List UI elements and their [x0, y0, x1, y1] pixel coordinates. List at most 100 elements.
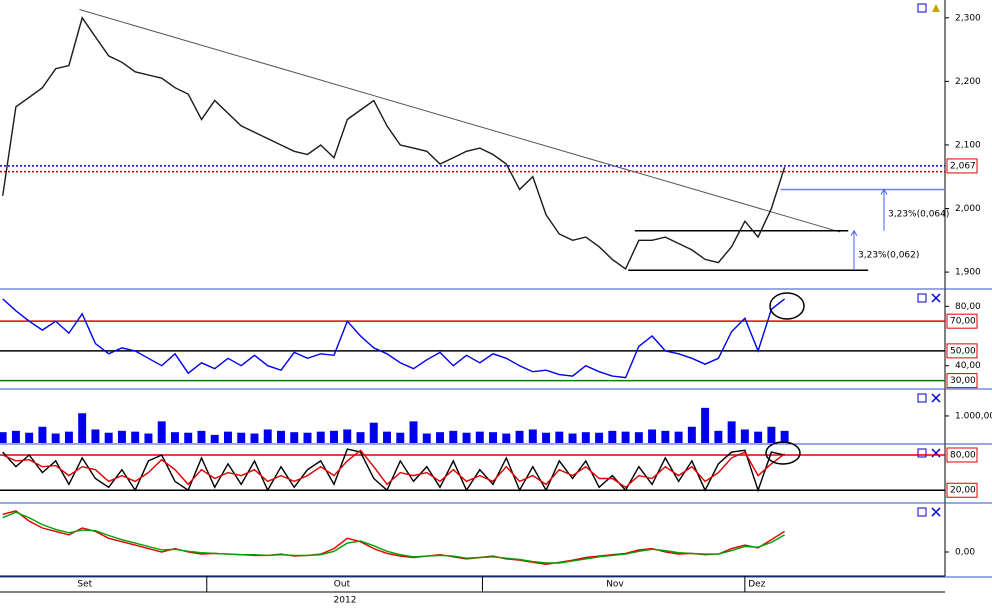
bar — [117, 430, 126, 443]
bar — [25, 432, 34, 443]
panel-button[interactable] — [917, 507, 927, 517]
level-label: 2,067 — [950, 161, 976, 171]
bar — [51, 433, 60, 443]
bar — [396, 432, 405, 443]
bar — [303, 432, 312, 443]
x-tick-label: Dez — [748, 580, 765, 590]
bar — [780, 430, 789, 443]
bar — [674, 431, 683, 443]
panel-button[interactable] — [917, 448, 927, 458]
bar — [11, 430, 20, 443]
bar — [555, 431, 564, 443]
bar — [436, 432, 445, 443]
bar — [170, 432, 179, 443]
panel-close[interactable] — [931, 507, 941, 517]
level-label-box — [946, 373, 978, 389]
bar — [767, 426, 776, 443]
bar — [608, 430, 617, 443]
bar — [210, 434, 219, 443]
highlight-circle — [769, 292, 805, 320]
level-label: 70,00 — [950, 317, 976, 327]
bar — [740, 429, 749, 443]
bar — [409, 421, 418, 443]
annotation: 3,23%(0,064) — [888, 210, 949, 220]
series-line — [2, 16, 786, 270]
bar — [277, 430, 285, 443]
panel-button[interactable] — [917, 393, 927, 403]
bar — [568, 433, 577, 443]
y-tick-label: 0,00 — [955, 548, 975, 558]
bar — [595, 432, 604, 443]
bar — [581, 432, 590, 443]
panel-close[interactable] — [931, 393, 941, 403]
y-tick-label: 2,100 — [955, 140, 981, 150]
series-line — [2, 511, 785, 564]
x-tick-label: Nov — [606, 580, 624, 590]
bar — [38, 426, 47, 443]
level-label: 20,00 — [950, 486, 976, 496]
bar — [197, 430, 206, 443]
series-line — [2, 449, 786, 489]
bar — [462, 432, 471, 443]
bar — [290, 432, 299, 443]
bar — [648, 429, 657, 443]
bar — [223, 431, 232, 443]
x-tick-label: Set — [77, 580, 92, 590]
bar — [184, 432, 193, 443]
level-label: 80,00 — [950, 450, 976, 460]
y-tick-label: 80,00 — [955, 302, 981, 312]
panel-button[interactable] — [917, 3, 927, 13]
panel-close[interactable] — [931, 293, 941, 303]
bar — [528, 429, 537, 443]
bar — [634, 432, 643, 443]
bar — [475, 431, 484, 443]
bar — [343, 429, 352, 443]
panel-button[interactable] — [917, 293, 927, 303]
annotation: 3,23%(0,062) — [858, 251, 919, 261]
annotation-arrow — [850, 229, 858, 271]
bar — [144, 433, 153, 443]
annotation-arrow — [880, 188, 888, 231]
level-label-box — [946, 343, 978, 359]
drawn-line — [79, 9, 841, 233]
bar — [687, 426, 696, 443]
y-tick-label: 40,00 — [955, 361, 981, 371]
bar — [701, 407, 710, 443]
bar — [104, 432, 113, 443]
bar — [369, 422, 378, 443]
bar — [78, 413, 87, 443]
x-tick-label: Out — [334, 580, 351, 590]
level-label: 30,00 — [950, 376, 976, 386]
series-line — [2, 298, 786, 379]
bar — [383, 431, 391, 443]
bar — [727, 421, 736, 443]
bar — [754, 431, 763, 443]
highlight-circle — [765, 441, 801, 465]
bar — [131, 431, 140, 443]
series-line — [2, 448, 785, 493]
bar — [489, 432, 498, 443]
bar — [515, 430, 524, 443]
y-tick-label: 2,000 — [955, 204, 981, 214]
bar — [0, 432, 7, 443]
bar — [449, 430, 458, 443]
y-tick-label: 1.000,00 — [955, 411, 992, 421]
level-label-box — [946, 313, 978, 329]
bar — [330, 430, 338, 443]
bar — [714, 430, 723, 443]
panel-button[interactable] — [932, 4, 940, 12]
bar — [502, 433, 511, 443]
y-tick-label: 2,300 — [955, 13, 981, 23]
bar — [157, 421, 166, 443]
year-label: 2012 — [334, 596, 357, 606]
bar — [64, 431, 73, 443]
level-label: 50,00 — [950, 346, 976, 356]
bar — [621, 431, 630, 443]
bar — [91, 429, 100, 443]
bar — [356, 432, 365, 443]
y-tick-label: 1,900 — [955, 268, 981, 278]
bar — [316, 431, 325, 443]
bar — [661, 430, 670, 443]
level-label-box — [946, 447, 978, 463]
